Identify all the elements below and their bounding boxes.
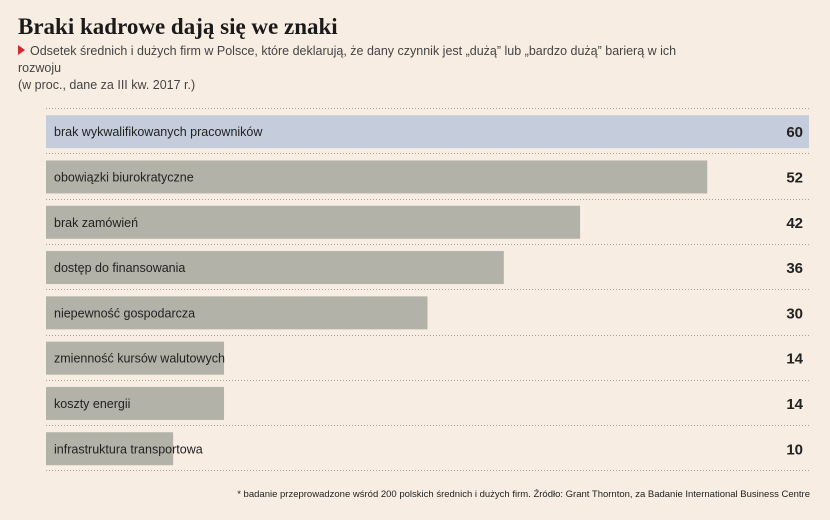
category-label: brak wykwalifikowanych pracowników <box>54 125 263 139</box>
category-label: infrastruktura transportowa <box>54 442 203 456</box>
bar <box>46 432 174 466</box>
value-label: 36 <box>786 260 803 277</box>
category-label: dostęp do finansowania <box>54 261 185 275</box>
bar <box>46 386 225 420</box>
subtitle-line-2: (w proc., dane za III kw. 2017 r.) <box>18 78 196 92</box>
footnote: * badanie przeprowadzone wśród 200 polsk… <box>237 489 810 500</box>
bar <box>46 296 428 330</box>
bar <box>46 341 225 375</box>
chart-subtitle: Odsetek średnich i dużych firm w Polsce,… <box>18 43 718 94</box>
category-label: niepewność gospodarcza <box>54 306 195 320</box>
triangle-marker-icon <box>18 45 25 55</box>
category-label: koszty energii <box>54 397 130 411</box>
value-label: 52 <box>786 169 803 186</box>
category-label: obowiązki biurokratyczne <box>54 170 194 184</box>
subtitle-line-1: Odsetek średnich i dużych firm w Polsce,… <box>18 44 677 75</box>
value-label: 14 <box>786 396 803 413</box>
value-label: 10 <box>786 441 803 458</box>
bar <box>46 205 581 239</box>
bar <box>46 251 504 285</box>
value-label: 30 <box>786 305 803 322</box>
value-label: 60 <box>786 124 803 141</box>
value-label: 42 <box>786 215 803 232</box>
category-label: zmienność kursów walutowych <box>54 352 225 366</box>
category-label: brak zamówień <box>54 216 138 230</box>
bar <box>46 160 708 194</box>
value-label: 14 <box>786 351 803 368</box>
bar <box>46 115 809 149</box>
chart-title: Braki kadrowe dają się we znaki <box>18 14 338 39</box>
